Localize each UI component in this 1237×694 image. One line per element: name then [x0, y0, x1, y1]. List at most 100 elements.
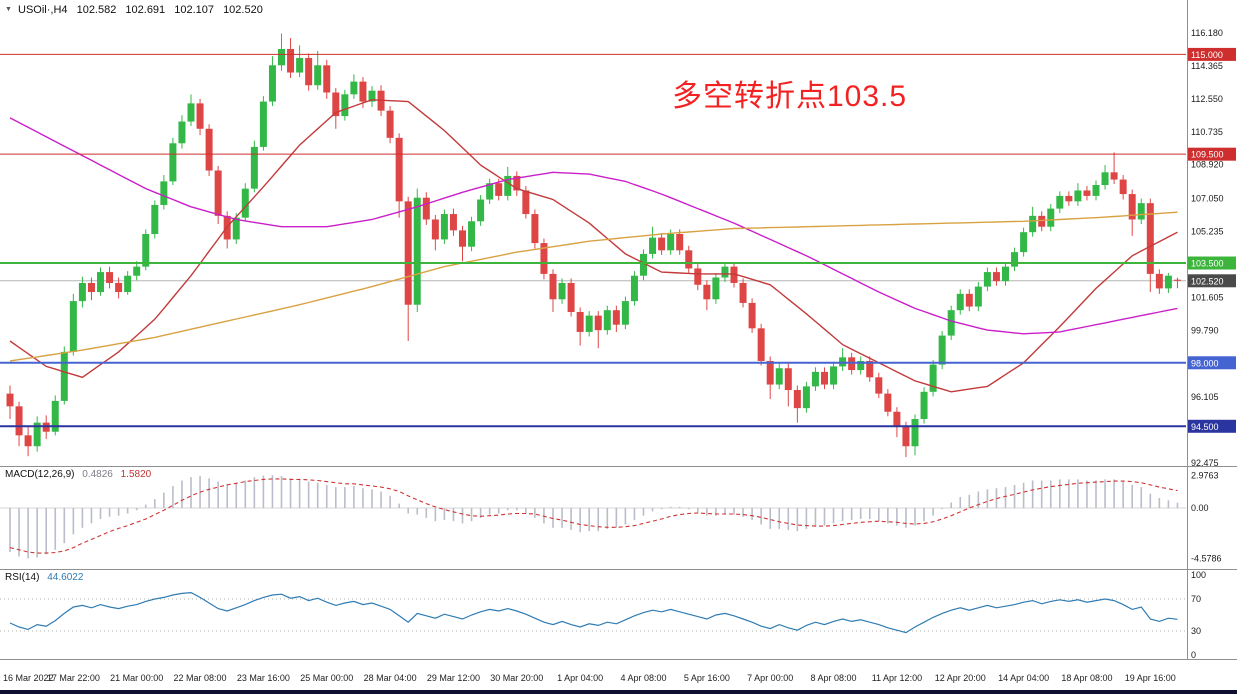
candle-body — [241, 188, 249, 218]
candle-body — [404, 201, 412, 305]
candle-body — [214, 170, 222, 216]
candle-body — [232, 217, 240, 240]
candle-body — [784, 368, 792, 390]
candle-body — [920, 391, 928, 420]
candle-body — [1047, 208, 1055, 227]
candle-body — [51, 400, 59, 432]
candle-body — [350, 81, 358, 95]
candle-body — [658, 237, 666, 251]
axis-label: 107.050 — [1191, 194, 1224, 204]
candle-body — [694, 268, 702, 285]
chart-text-annotation[interactable]: 多空转折点103.5 — [672, 80, 908, 113]
candle-body — [793, 389, 801, 409]
price-tag-115.000 — [1188, 47, 1236, 61]
candle-body — [314, 65, 322, 86]
axis-label: 28 Mar 04:00 — [364, 673, 417, 683]
axis-label: 101.605 — [1191, 292, 1224, 302]
axis-label: 109.500 — [1191, 150, 1224, 160]
symbol-ohlc-header: ▼ USOil·,H4 102.582 102.691 102.107 102.… — [5, 4, 263, 16]
candle-body — [15, 406, 23, 436]
candle-body — [250, 146, 258, 189]
candle-body — [323, 65, 331, 93]
high-value: 102.691 — [125, 4, 166, 16]
candle-body — [1101, 172, 1109, 186]
candle-body — [983, 272, 991, 287]
candle-body — [486, 183, 494, 200]
candle-body — [712, 277, 720, 300]
candle-body — [468, 221, 476, 247]
candle-body — [106, 272, 114, 283]
candle-body — [1038, 215, 1046, 227]
axis-label: 23 Mar 16:00 — [237, 673, 290, 683]
axis-label: 105.235 — [1191, 227, 1224, 237]
axis-label: 16 Mar 2022 — [3, 673, 54, 683]
candle-body — [341, 94, 349, 117]
candle-body — [703, 284, 711, 300]
ma-long-orange — [9, 211, 1178, 362]
candle-body — [992, 272, 1000, 282]
axis-label: 17 Mar 22:00 — [47, 673, 100, 683]
symbol-label: USOil·,H4 — [18, 4, 68, 16]
axis-label: -4.5786 — [1191, 553, 1222, 563]
candle-body — [332, 92, 340, 117]
macd-indicator-label: MACD(12,26,9) 0.4826 1.5820 — [5, 469, 156, 480]
candle-body — [187, 103, 195, 122]
candle-body — [278, 48, 285, 66]
axis-label: 30 — [1191, 626, 1201, 636]
axis-label: 99.790 — [1191, 325, 1219, 335]
candle-body — [893, 411, 901, 427]
axis-label: 18 Apr 08:00 — [1061, 673, 1112, 683]
axis-label: 114.365 — [1191, 61, 1223, 71]
candle-body — [449, 214, 457, 231]
candle-body — [721, 266, 729, 278]
axis-label: 12 Apr 20:00 — [935, 673, 986, 683]
candle-body — [359, 81, 367, 102]
candlesticks — [6, 33, 1181, 458]
candle-body — [1110, 172, 1118, 180]
candle-body — [151, 204, 159, 234]
axis-label: 22 Mar 08:00 — [174, 673, 227, 683]
symbol-marker-icon: ▼ — [5, 6, 12, 13]
axis-label: 2.9763 — [1191, 470, 1219, 480]
candle-body — [965, 293, 973, 307]
horizontal-level-lines[interactable] — [0, 53, 1186, 428]
candle-body — [268, 65, 276, 102]
candle-body — [160, 181, 168, 205]
candle-body — [169, 143, 177, 182]
axis-label: 102.520 — [1191, 276, 1224, 286]
axis-label: 4 Apr 08:00 — [620, 673, 666, 683]
axis-label: 94.500 — [1191, 422, 1219, 432]
candle-body — [576, 311, 584, 332]
panel-separators — [0, 0, 1237, 660]
candle-body — [386, 110, 394, 138]
candle-body — [649, 237, 657, 254]
candle-body — [730, 266, 738, 283]
ma-slow-magenta — [9, 117, 1178, 335]
candle-body — [1002, 266, 1009, 282]
axis-label: 116.180 — [1191, 28, 1223, 38]
candle-body — [640, 253, 647, 276]
macd-panel — [0, 475, 1186, 559]
rsi-line — [9, 591, 1178, 634]
axis-label: 19 Apr 16:00 — [1125, 673, 1176, 683]
candle-body — [974, 286, 982, 307]
candle-body — [947, 310, 955, 336]
axis-label: 14 Apr 04:00 — [998, 673, 1049, 683]
rsi-value: 44.6022 — [47, 572, 84, 583]
candle-body — [766, 360, 774, 385]
candle-body — [1128, 194, 1136, 220]
candle-body — [757, 328, 765, 361]
candle-body — [142, 233, 150, 267]
candle-body — [522, 190, 530, 215]
candle-body — [459, 230, 466, 247]
candle-body — [884, 393, 892, 412]
candle-body — [495, 183, 503, 196]
axis-label: 98.000 — [1191, 358, 1219, 368]
candle-body — [911, 419, 919, 447]
price-tag-98.000 — [1188, 356, 1236, 370]
price-axis[interactable]: 116.180 114.365 112.550 110.735 108.920 107.0… — [1188, 28, 1236, 660]
rsi-indicator-label: RSI(14) 44.6022 — [5, 572, 88, 583]
axis-label: 115.000 — [1191, 50, 1223, 60]
